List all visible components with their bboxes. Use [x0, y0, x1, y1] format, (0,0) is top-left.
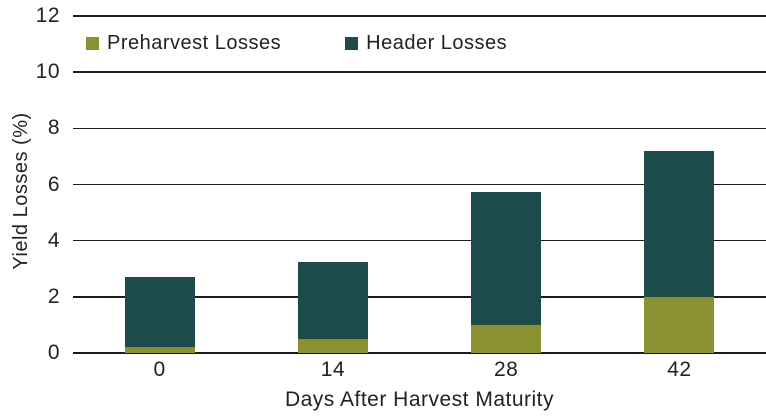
bar-42-header-losses — [644, 150, 715, 297]
legend-label: Header Losses — [366, 32, 508, 54]
bar-14-preharvest-losses — [297, 338, 368, 353]
gridline-2 — [73, 296, 766, 298]
bar-42-preharvest-losses — [644, 296, 715, 353]
bar-0-header-losses — [124, 277, 195, 348]
y-tick-label-6: 6 — [47, 172, 60, 196]
gridline-6 — [73, 183, 766, 186]
legend: Preharvest Losses Header Losses — [86, 32, 507, 55]
bar-28-header-losses — [471, 191, 542, 325]
plot-area: Preharvest Losses Header Losses — [73, 15, 766, 354]
y-tick-label-4: 4 — [47, 228, 60, 252]
legend-item-preharvest-losses: Preharvest Losses — [86, 32, 281, 55]
legend-label: Preharvest Losses — [107, 32, 282, 54]
gridline-12 — [73, 15, 766, 17]
x-tick-label-14: 14 — [320, 358, 346, 381]
bar-28-preharvest-losses — [471, 324, 542, 353]
bar-0-preharvest-losses — [124, 347, 195, 353]
y-tick-label-8: 8 — [47, 116, 60, 140]
x-axis-title: Days After Harvest Maturity — [284, 388, 555, 411]
y-tick-label-0: 0 — [47, 341, 60, 364]
gridline-4 — [73, 239, 766, 242]
gridline-0 — [73, 352, 766, 354]
gridline-8 — [73, 127, 766, 130]
legend-swatch-icon — [345, 37, 359, 50]
x-tick-label-0: 0 — [153, 358, 166, 381]
y-tick-label-2: 2 — [47, 284, 60, 308]
legend-item-header-losses: Header Losses — [345, 32, 507, 55]
y-tick-label-10: 10 — [35, 60, 60, 84]
gridline-10 — [73, 71, 766, 73]
legend-swatch-icon — [86, 37, 99, 50]
x-tick-label-42: 42 — [667, 358, 692, 381]
bar-14-header-losses — [297, 261, 368, 339]
x-tick-label-28: 28 — [493, 358, 519, 381]
y-tick-label-12: 12 — [35, 4, 60, 27]
